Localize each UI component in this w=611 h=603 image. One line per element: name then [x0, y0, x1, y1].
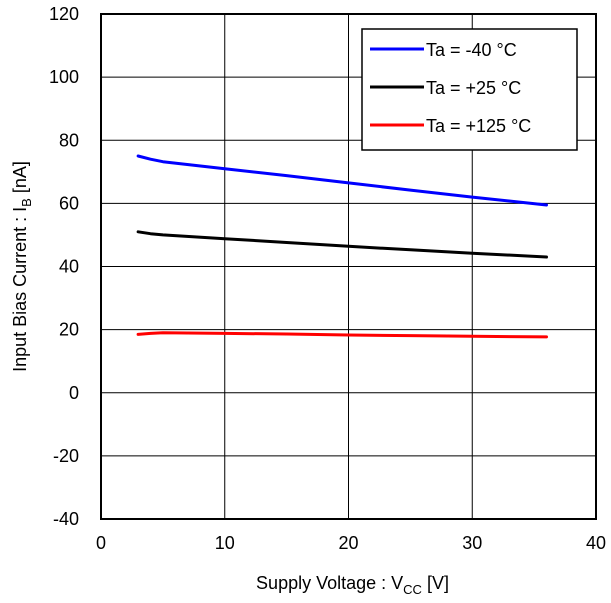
x-axis-label-main: Supply Voltage : V [256, 573, 403, 593]
x-tick-label: 30 [462, 533, 482, 553]
x-tick-label: 0 [96, 533, 106, 553]
legend: Ta = -40 °C Ta = +25 °C Ta = +125 °C [361, 28, 578, 151]
series-line [136, 154, 548, 207]
x-tick-label: 40 [586, 533, 606, 553]
legend-label: Ta = -40 °C [426, 40, 517, 60]
x-axis-label-sub: CC [403, 582, 422, 597]
y-tick-label: 40 [59, 257, 79, 277]
x-tick-label: 20 [338, 533, 358, 553]
series-line [136, 331, 548, 339]
x-axis-label-unit: [V] [422, 573, 449, 593]
x-tick-label: 10 [215, 533, 235, 553]
y-tick-label: -40 [53, 509, 79, 529]
y-axis-label-main: Input Bias Current : I [10, 207, 30, 372]
y-tick-label: 60 [59, 193, 79, 213]
y-tick-label: 100 [49, 67, 79, 87]
series-line [136, 230, 548, 259]
y-tick-label: -20 [53, 446, 79, 466]
y-tick-label: 120 [49, 4, 79, 24]
series-lines [136, 154, 548, 339]
y-tick-label: 0 [69, 383, 79, 403]
y-tick-label: 80 [59, 130, 79, 150]
y-tick-label: 20 [59, 320, 79, 340]
plot-frame [100, 13, 597, 520]
y-axis-label-unit: [nA] [10, 161, 30, 198]
legend-label: Ta = +25 °C [426, 78, 521, 98]
y-tick-labels: -40 -20 0 20 40 60 80 100 120 [49, 4, 79, 529]
x-tick-labels: 0 10 20 30 40 [96, 533, 606, 553]
y-axis-label-sub: B [19, 198, 34, 207]
y-axis-label: Input Bias Current : IB [nA] [10, 161, 34, 372]
x-axis-label: Supply Voltage : VCC [V] [256, 573, 449, 597]
legend-label: Ta = +125 °C [426, 116, 531, 136]
